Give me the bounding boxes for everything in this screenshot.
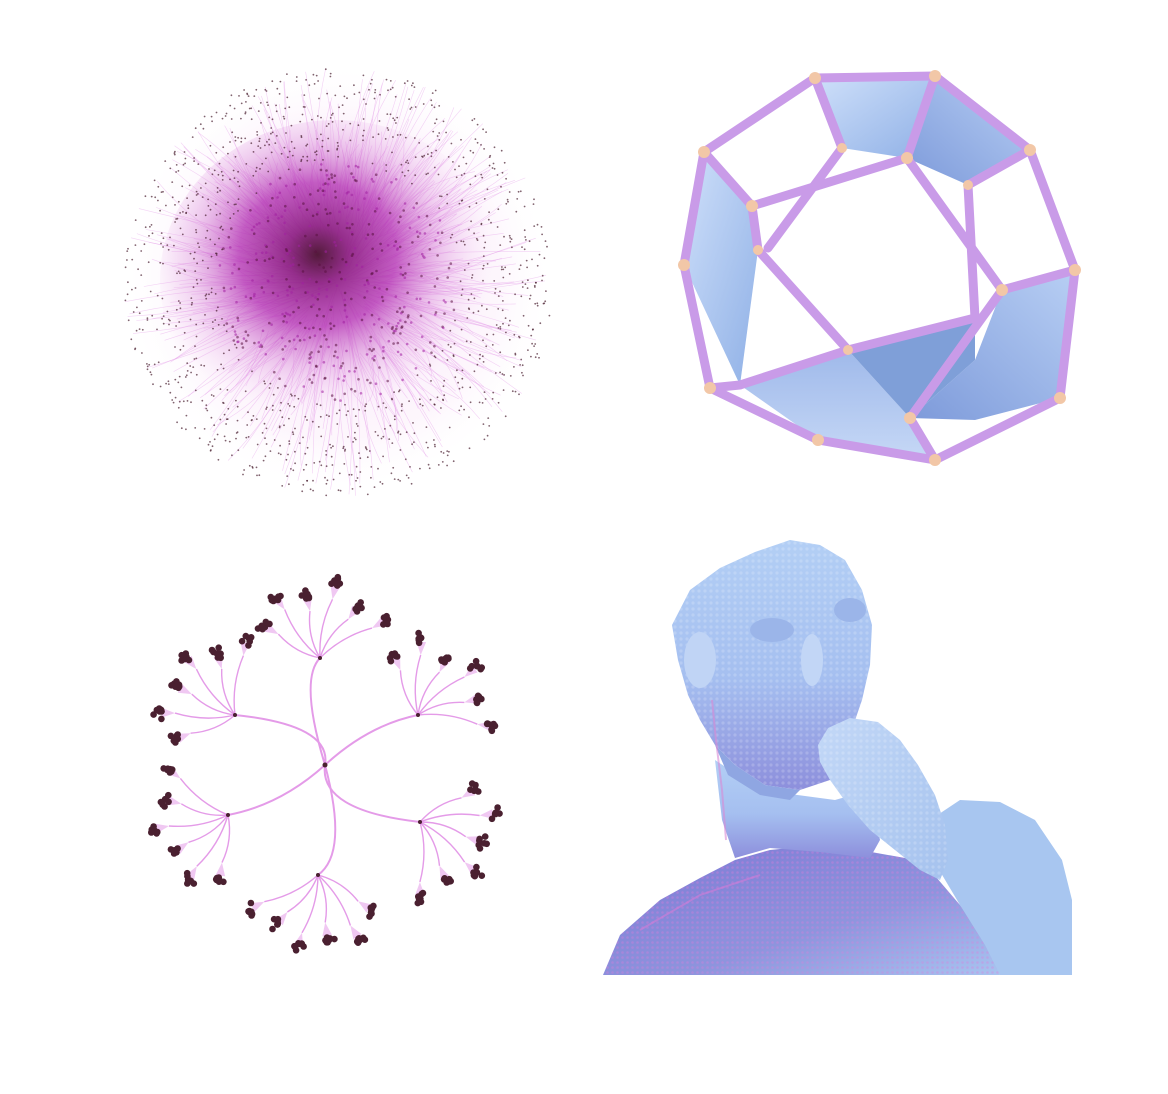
bust-mesh (603, 540, 1072, 975)
bust-panel (600, 535, 1075, 980)
bust-jaw-shadow (715, 745, 800, 800)
bust-torso-texture (603, 845, 1000, 975)
bust-neck (715, 760, 880, 858)
face-left (684, 152, 758, 385)
dodecahedron-faces (684, 76, 1075, 460)
bust-pink-edge-2 (639, 874, 761, 931)
dodecahedron (678, 70, 1081, 466)
bust-eye-socket-right (834, 598, 866, 622)
dodecahedron-vertices (678, 70, 1081, 466)
bust-cheek (684, 632, 716, 688)
network-graph-panel (110, 50, 560, 500)
bust-arm (930, 800, 1072, 975)
face-top-right (907, 76, 1030, 185)
face-top (815, 76, 935, 158)
graph-nodes (124, 68, 551, 497)
face-bottom (740, 350, 935, 460)
bust-head-texture (672, 540, 872, 790)
bust-nose (801, 634, 823, 686)
dodecahedron-panel (670, 60, 1090, 480)
tree-panel (120, 560, 530, 980)
hierarchical-tree (148, 573, 503, 954)
tree-nodes (148, 573, 503, 954)
bust-eye-socket-left (750, 618, 794, 642)
bust-pink-edge (711, 699, 727, 841)
dodecahedron-edges (679, 71, 1080, 465)
face-right (910, 270, 1075, 420)
tree-edges (168, 598, 480, 934)
graph-core (160, 120, 510, 440)
bust-hand-texture (818, 718, 948, 880)
network-graph (123, 63, 553, 497)
